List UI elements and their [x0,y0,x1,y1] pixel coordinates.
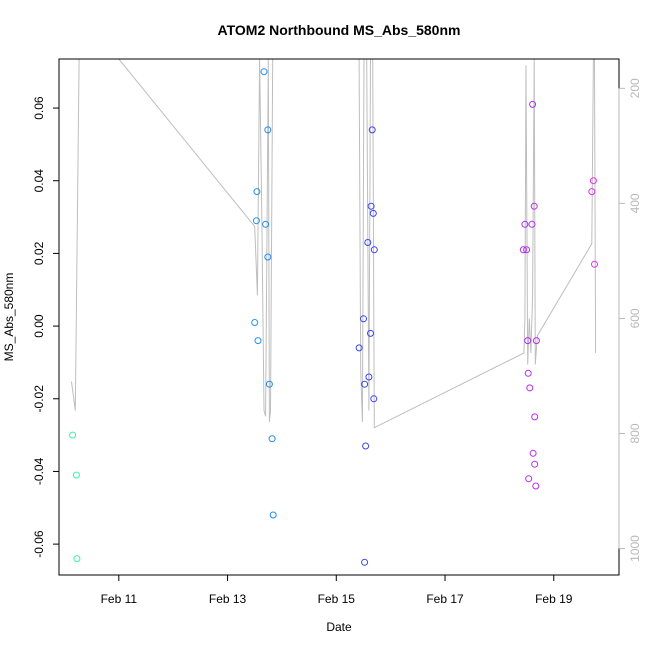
points-group [69,68,598,566]
data-point [519,246,527,254]
x-axis: Feb 11 Feb 13 Feb 15 Feb 17 Feb 19 [101,574,573,606]
data-point [367,329,374,337]
chart-title: ATOM2 Northbound MS_Abs_580nm [218,22,461,38]
data-point [360,315,367,323]
data-point [370,395,378,403]
y-tick-label: 0.00 [32,314,46,338]
data-point [254,337,262,345]
data-point [528,220,536,228]
data-point [529,100,537,108]
data-point [525,475,533,483]
data-point [588,188,596,196]
data-point [526,384,534,392]
data-point [523,246,531,254]
data-point [253,188,261,196]
data-point [260,68,268,76]
data-point [530,202,538,210]
data-point [367,202,375,210]
data-point [361,380,369,388]
data-point [531,413,539,421]
right-y-axis: 200 400 600 800 1000 [618,78,642,562]
data-point [252,217,260,225]
x-tick-label: Feb 19 [535,592,573,606]
data-point [69,431,77,439]
data-point [524,337,532,345]
right-y-tick-label: 400 [628,193,642,213]
data-point [532,482,540,490]
data-point [524,369,532,377]
data-point [73,555,81,563]
y-tick-label: -0.02 [32,385,46,413]
data-point [268,435,276,443]
right-y-tick-label: 800 [628,423,642,443]
data-point [361,558,369,566]
y-tick-label: 0.02 [32,241,46,265]
y-tick-label: -0.06 [32,530,46,558]
data-point [251,319,259,326]
x-tick-label: Feb 15 [318,592,356,606]
data-point [521,220,529,228]
data-point [368,126,376,134]
right-y-tick-label: 600 [628,308,642,328]
x-tick-label: Feb 11 [101,592,138,606]
data-point [264,253,272,261]
line-series [71,59,597,429]
right-y-tick-label: 200 [628,78,642,98]
data-point [362,442,370,450]
data-point [589,177,597,185]
data-point [529,449,537,457]
data-point [369,209,377,217]
data-point [265,380,273,388]
y-tick-label: 0.04 [32,169,46,193]
data-point [364,239,372,246]
data-point [591,260,598,268]
data-point [370,246,378,254]
x-tick-label: Feb 17 [426,592,464,606]
data-point [531,460,539,468]
data-point [365,373,373,381]
data-point [264,126,272,134]
y-axis-label: MS_Abs_580nm [2,273,16,362]
data-point [72,471,80,479]
data-point [355,344,363,352]
y-tick-label: 0.06 [32,96,46,120]
right-y-tick-label: 1000 [628,535,642,562]
x-tick-label: Feb 13 [209,592,247,606]
data-point [269,511,277,519]
data-point [532,337,540,345]
y-tick-label: -0.04 [32,457,46,485]
y-axis: -0.06 -0.04 -0.02 0.00 0.02 0.04 0.06 [32,96,60,558]
line-series-group [71,59,597,429]
x-axis-label: Date [326,620,352,634]
data-point [262,220,270,228]
